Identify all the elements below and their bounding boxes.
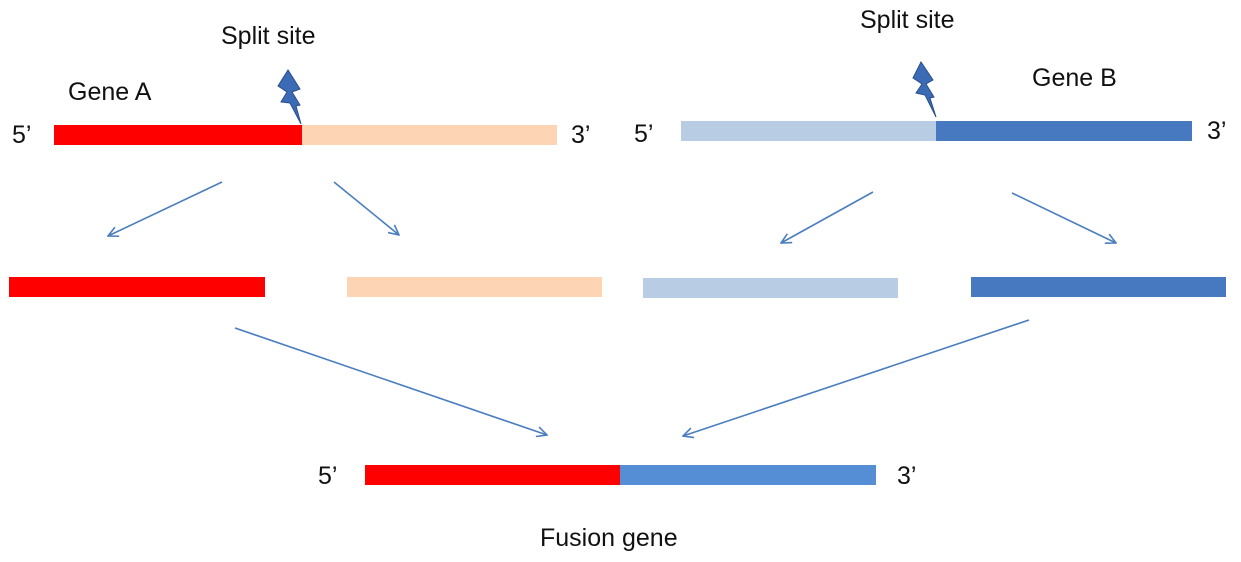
gene-a-5prime-label: 5’ xyxy=(12,121,32,149)
fusion-3prime-label: 3’ xyxy=(897,462,917,490)
gene-b-5prime-segment xyxy=(681,121,936,141)
arrow-gene-a-to-3prime-fragment xyxy=(333,181,399,235)
fusion-gene-b-segment xyxy=(620,465,876,485)
gene-a-3prime-label: 3’ xyxy=(571,121,591,149)
gene-a-5prime-segment xyxy=(54,125,302,145)
lightning-bolt-icon xyxy=(277,69,302,125)
gene-a-3prime-segment xyxy=(302,125,557,145)
arrow-gene-a-to-5prime-fragment xyxy=(108,181,223,236)
gene-b-3prime-segment xyxy=(936,121,1192,141)
gene-b-label: Gene B xyxy=(1032,64,1117,92)
arrow-gene-b-to-3prime-fragment xyxy=(1011,192,1116,243)
fusion-5prime-label: 5’ xyxy=(318,462,338,490)
gene-a-3prime-fragment xyxy=(347,277,602,297)
fusion-gene-a-segment xyxy=(365,465,620,485)
gene-a-5prime-fragment xyxy=(9,277,265,297)
fusion-gene-label: Fusion gene xyxy=(540,524,678,552)
lightning-bolt-icon xyxy=(912,61,937,118)
gene-b-3prime-fragment xyxy=(971,277,1226,297)
gene-b-5prime-label: 5’ xyxy=(634,120,654,148)
split-site-label-gene-b: Split site xyxy=(860,6,955,34)
arrow-gene-a-fragment-to-fusion xyxy=(234,327,547,435)
split-site-label-gene-a: Split site xyxy=(221,22,316,50)
arrow-gene-b-fragment-to-fusion xyxy=(683,319,1030,436)
gene-a-label: Gene A xyxy=(68,78,152,106)
arrow-gene-b-to-5prime-fragment xyxy=(781,191,874,243)
gene-b-5prime-fragment xyxy=(643,278,898,298)
gene-b-3prime-label: 3’ xyxy=(1207,117,1227,145)
